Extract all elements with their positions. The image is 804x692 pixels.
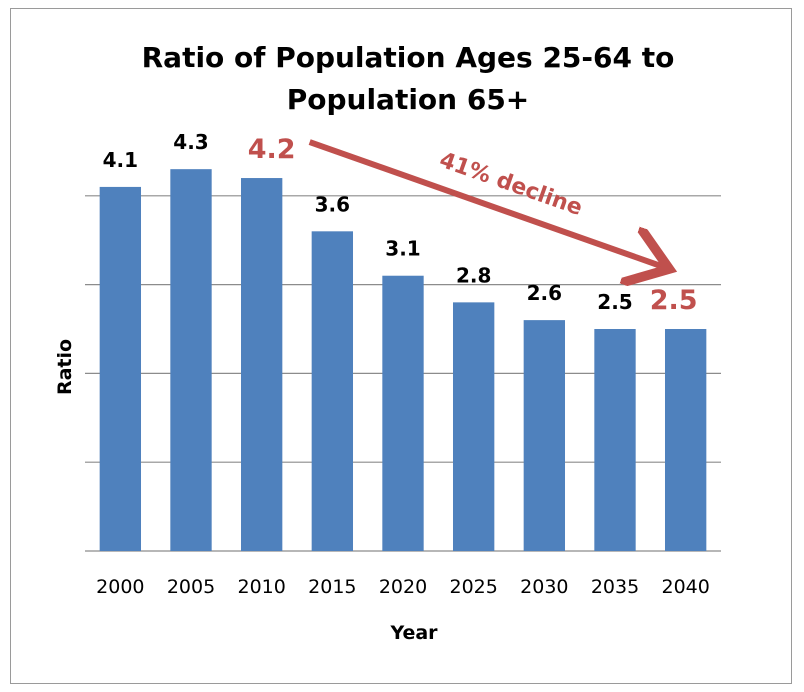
data-label-2040: 2.5 bbox=[650, 285, 698, 316]
bar-2025 bbox=[452, 302, 495, 551]
x-tick-2040: 2040 bbox=[661, 576, 709, 598]
bar-2020 bbox=[382, 275, 424, 551]
data-label-2035: 2.5 bbox=[597, 290, 632, 314]
chart-title-line-1: Ratio of Population Ages 25-64 to bbox=[142, 41, 675, 74]
bar-2005 bbox=[170, 169, 212, 551]
x-tick-2035: 2035 bbox=[591, 576, 639, 598]
decline-annotation: 41% decline bbox=[308, 139, 664, 267]
data-labels: 4.1 4.3 4.2 3.6 3.1 2.8 2.6 2.5 2.5 bbox=[103, 130, 698, 316]
data-label-2015: 3.6 bbox=[315, 192, 350, 216]
x-tick-2030: 2030 bbox=[520, 576, 568, 598]
x-tick-2015: 2015 bbox=[308, 576, 356, 598]
data-label-2030: 2.6 bbox=[527, 281, 562, 305]
bar-2000 bbox=[99, 186, 142, 552]
data-label-2000: 4.1 bbox=[103, 148, 138, 172]
x-tick-2010: 2010 bbox=[237, 576, 285, 598]
x-tick-2020: 2020 bbox=[379, 576, 427, 598]
decline-arrow bbox=[308, 139, 664, 267]
bar-2030 bbox=[523, 320, 566, 551]
x-tick-2025: 2025 bbox=[449, 576, 497, 598]
x-axis-title: Year bbox=[389, 622, 438, 644]
chart-title-line-2: Population 65+ bbox=[287, 83, 530, 116]
x-tick-2000: 2000 bbox=[96, 576, 144, 598]
bar-2015 bbox=[311, 231, 354, 551]
x-tick-2005: 2005 bbox=[167, 576, 215, 598]
y-axis-title: Ratio bbox=[54, 339, 76, 395]
x-tick-labels: 2000 2005 2010 2015 2020 2025 2030 2035 2040 bbox=[96, 576, 710, 598]
data-label-2010: 4.2 bbox=[248, 134, 296, 165]
data-label-2020: 3.1 bbox=[385, 237, 420, 261]
bar-chart: Ratio of Population Ages 25-64 to Popula… bbox=[54, 41, 721, 644]
data-label-2025: 2.8 bbox=[456, 263, 491, 287]
bar-2040 bbox=[664, 329, 707, 551]
bars bbox=[99, 169, 707, 552]
chart-frame: Ratio of Population Ages 25-64 to Popula… bbox=[10, 8, 792, 684]
bar-2035 bbox=[594, 329, 636, 551]
bar-2010 bbox=[240, 178, 283, 552]
data-label-2005: 4.3 bbox=[173, 130, 208, 154]
